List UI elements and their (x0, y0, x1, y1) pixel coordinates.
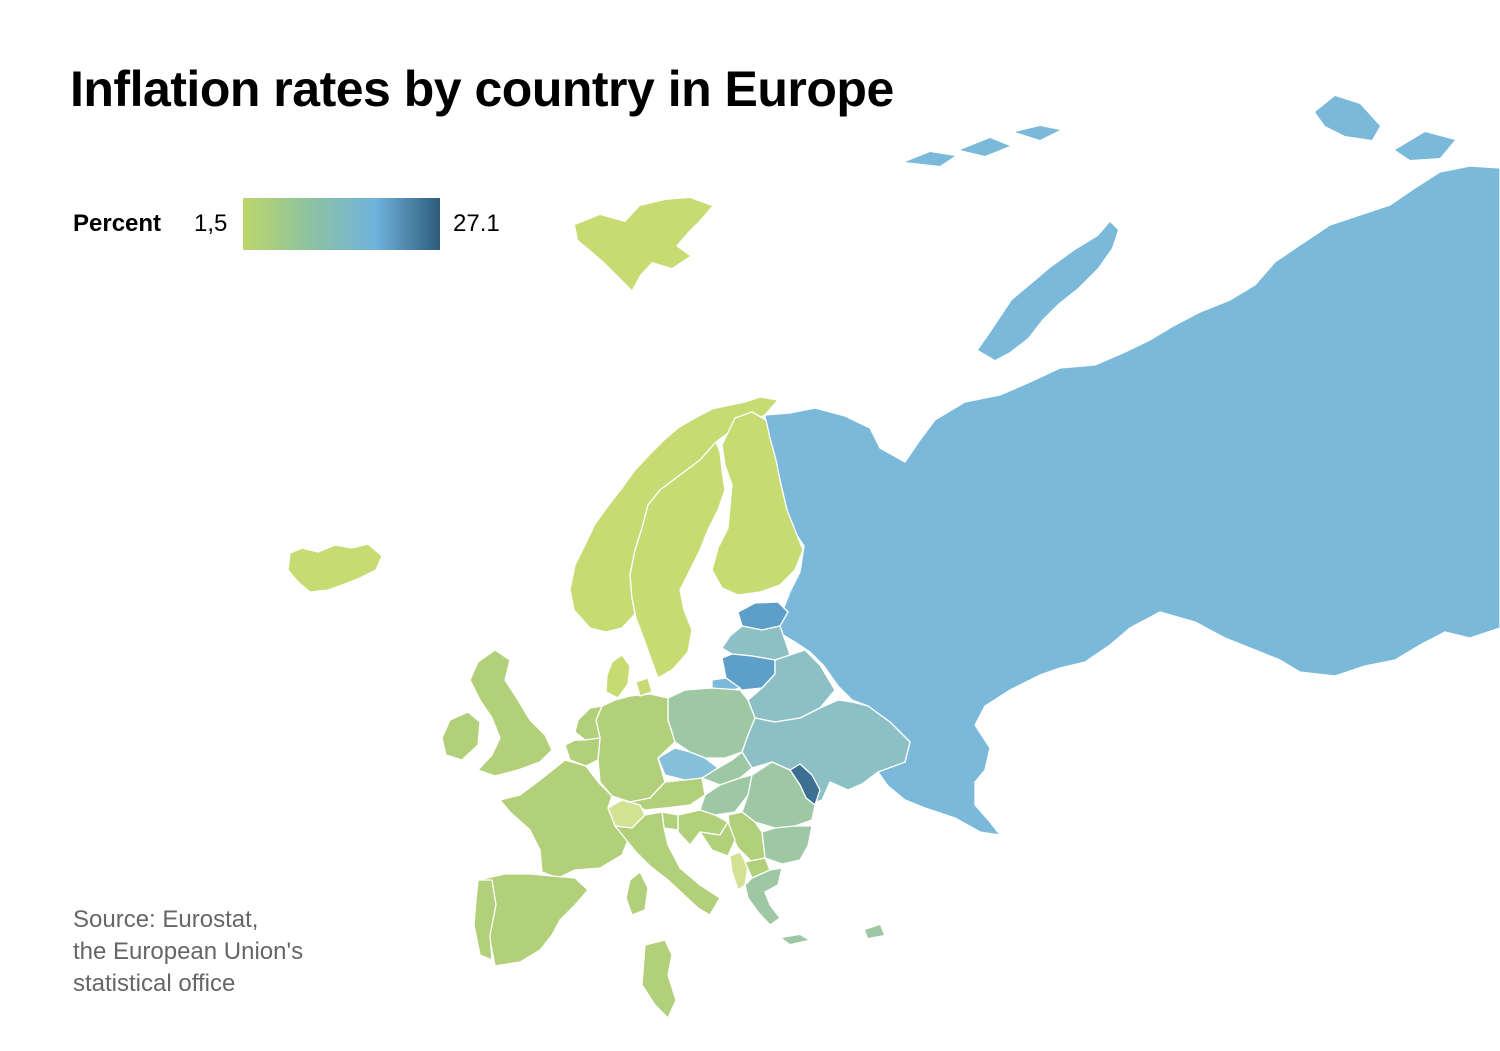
region-belgium (564, 737, 601, 767)
region-svalbard (575, 198, 712, 290)
region-ireland (441, 711, 481, 761)
map-title: Inflation rates by country in Europe (70, 61, 894, 117)
region-spain (477, 873, 589, 967)
region-italy (614, 811, 721, 916)
region-bulgaria (761, 825, 813, 865)
region-poland (667, 687, 756, 759)
region-russia (764, 165, 1500, 836)
region-denmark (605, 654, 653, 699)
region-portugal (473, 879, 497, 961)
legend-label: Percent (73, 210, 162, 237)
region-finland (711, 411, 804, 596)
region-sardinia (625, 871, 649, 916)
region-ukraine (741, 699, 911, 806)
legend-min-label: 1,5 (194, 210, 228, 237)
source-line-3: statistical office (73, 970, 236, 997)
region-sweden (629, 441, 726, 679)
region-iceland (287, 543, 383, 593)
region-netherlands (574, 705, 603, 741)
region-greece (744, 867, 783, 926)
region-novaya-zemlya (978, 222, 1118, 360)
legend-gradient-bar (243, 198, 440, 250)
region-crete (782, 935, 808, 944)
legend-max-label: 27.1 (453, 210, 500, 237)
source-line-2: the European Union's (73, 938, 304, 965)
region-bosnia (699, 821, 736, 857)
region-franz-josef-islands (905, 126, 1060, 166)
region-united-kingdom (469, 649, 553, 777)
source-note: Source: Eurostat, the European Union's s… (73, 904, 303, 1000)
region-severnaya-islands (1315, 96, 1455, 160)
region-sicily (641, 939, 677, 1019)
region-austria (629, 777, 706, 811)
source-line-1: Source: Eurostat, (73, 906, 259, 933)
region-cyprus (865, 925, 884, 938)
